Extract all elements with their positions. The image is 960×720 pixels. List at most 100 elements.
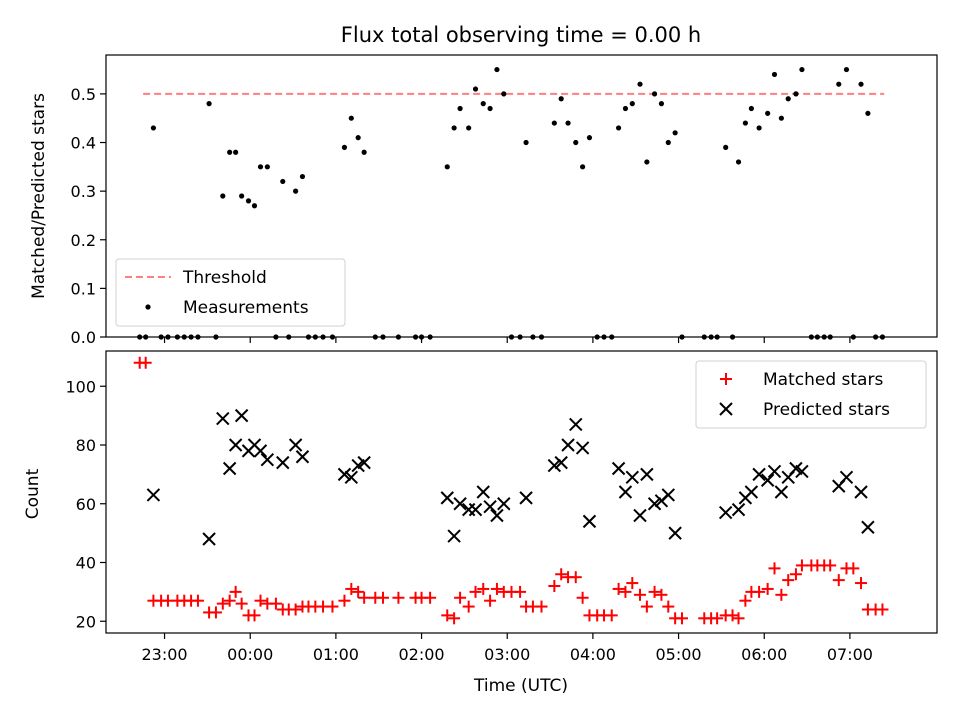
top-ytick-label: 0.4 [71,134,96,153]
measurements-point [245,198,252,204]
predicted-stars-point [561,438,575,452]
measurements-point [651,91,658,97]
measurements-point [530,334,536,340]
measurements-point [658,101,665,107]
measurements-point [239,193,245,199]
predicted-stars-point [497,497,511,511]
bottom-xtick-label: 04:00 [570,645,616,664]
predicted-stars-point [519,491,533,505]
measurements-point [708,334,714,340]
measurements-point [150,125,157,131]
measurements-point [348,115,354,121]
predicted-stars-point [611,461,626,476]
predicted-stars-point [640,467,654,482]
measurements-point [299,173,306,180]
predicted-stars-point [234,408,249,423]
measurements-point [827,334,833,340]
matched-legend-swatch [720,373,732,385]
matched-stars-point [392,591,405,604]
measurements-point [418,334,425,340]
measurements-point [665,139,671,146]
measurements-point [412,334,419,340]
matched-stars-point [739,594,752,607]
matched-stars-point [555,568,568,581]
matched-stars-point [191,594,204,607]
bottom-ytick-label: 100 [65,377,96,396]
matched-stars-point [223,594,236,607]
measurements-point [793,91,799,97]
bottom-ytick-label: 60 [76,495,96,514]
measurements-point [538,334,545,340]
matched-stars-point [358,591,371,604]
predicted-stars-point [202,532,216,546]
bottom-legend: Matched stars Predicted stars [695,360,927,429]
predicted-stars-point [490,508,504,523]
measurements-point [594,334,600,340]
measurements-point [220,193,226,199]
matched-stars-point [626,577,639,590]
bottom-xtick-label: 01:00 [313,645,359,664]
matched-stars-point [726,609,739,622]
predicted-stars-point [661,488,675,502]
predicted-stars-point [228,438,243,452]
predicted-stars-point [260,452,275,467]
top-ytick-label: 0.5 [71,85,96,104]
measurements-point [873,334,879,340]
measurements-point [280,178,286,185]
bottom-xtick-label: 02:00 [398,645,444,664]
measurements-point [137,334,143,340]
measurements-point [551,120,557,126]
matched-stars-point [216,597,229,610]
matched-stars-point [514,585,527,598]
matched-stars-point [761,582,774,595]
matched-stars-point [235,597,248,610]
measurements-point [355,135,361,141]
measurements-point [181,334,187,340]
measurements-point [264,164,270,170]
matched-stars-point [569,571,582,584]
top-panel: 0.0 0.1 0.2 0.3 0.4 0.5 [71,54,938,347]
measurements-point [723,144,729,150]
predicted-stars-point [440,491,454,505]
measurements-point [672,130,678,136]
measurements-point [799,66,805,73]
predicted-stars-point [575,441,590,455]
matched-stars-point [711,612,724,625]
measurements-point [361,149,367,155]
predicted-stars-point [222,461,237,476]
predicted-stars-point [547,458,562,473]
predicted-stars-point [337,467,352,482]
measurements-point [165,334,171,340]
matched-stars-point [254,594,267,607]
matched-stars-point [634,588,647,601]
matched-stars-point [655,588,668,601]
matched-stars-point [847,562,860,575]
matched-stars-point [612,582,625,595]
bottom-legend-box [695,360,927,429]
matched-stars-point [248,609,261,622]
bottom-x-axis-label: Time (UTC) [473,676,568,696]
predicted-stars-point [718,505,733,520]
predicted-stars-point [795,464,809,479]
measurements-point [742,120,748,126]
measurements-point [466,125,472,131]
measurements-point [227,149,233,155]
measurements-point [565,120,571,126]
predicted-stars-point [461,502,476,517]
bottom-xtick-label: 05:00 [656,645,702,664]
predicted-stars-point [839,470,854,485]
predicted-stars-point [668,526,682,540]
measurements-legend-swatch [145,304,151,310]
predicted-stars-point [752,467,766,482]
threshold-legend-label: Threshold [182,268,267,288]
top-y-axis-label: Matched/Predicted stars [29,93,49,299]
predicted-legend-label: Predicted stars [763,400,890,420]
measurements-point [629,101,635,107]
measurements-point [701,334,707,340]
predicted-stars-point [295,450,310,464]
predicted-stars-point [253,444,268,458]
measurements-point [714,334,720,340]
predicted-stars-point [774,485,789,499]
measurements-point [679,334,685,340]
